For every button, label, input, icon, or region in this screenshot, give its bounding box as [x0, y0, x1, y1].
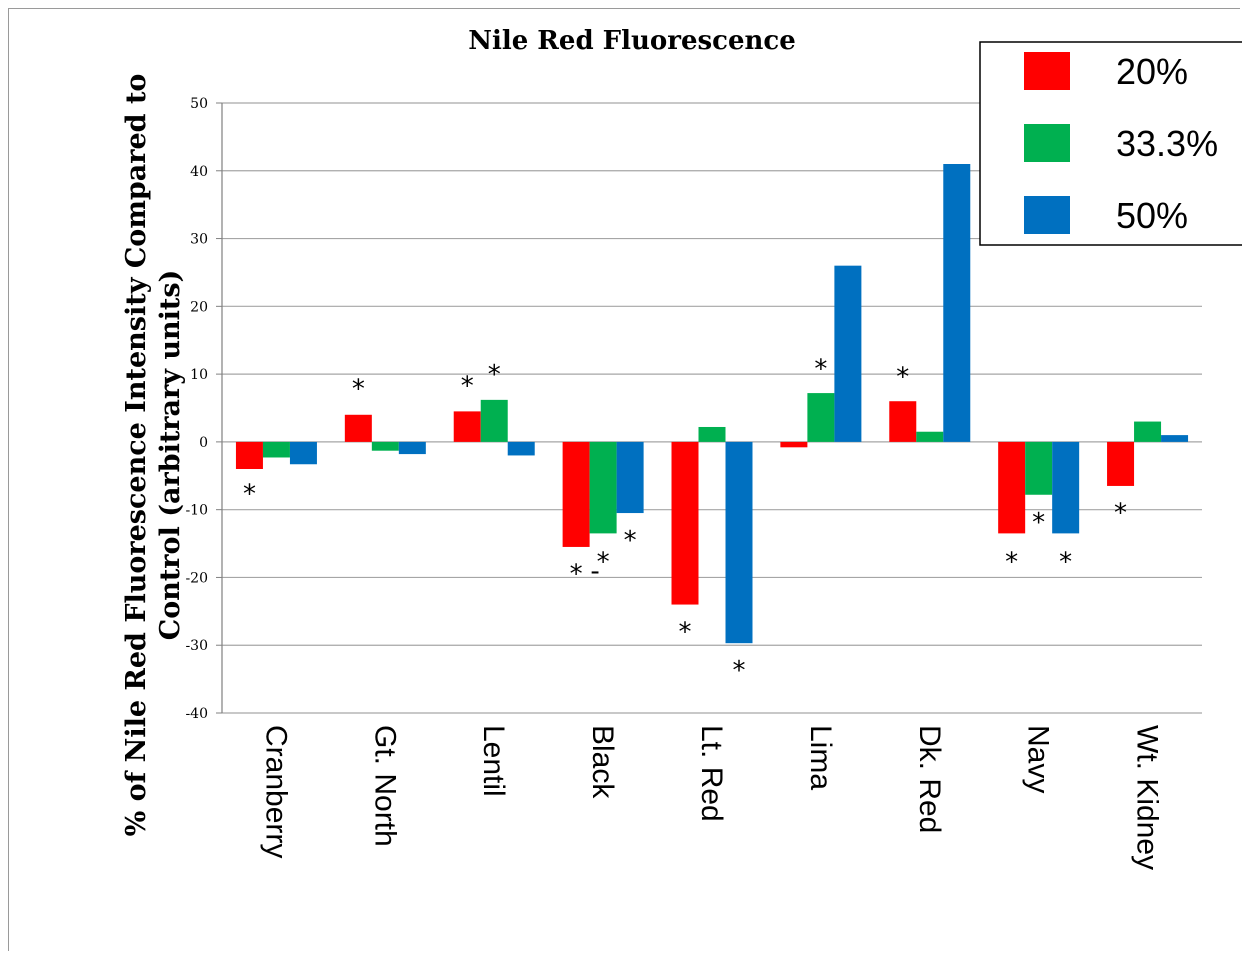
significance-marker: *	[1032, 508, 1045, 538]
y-axis-label-line1: % of Nile Red Fluorescence Intensity Com…	[121, 74, 152, 837]
legend-label: 20%	[1116, 51, 1188, 92]
bar-dk-red-2	[943, 164, 971, 442]
bar-cranberry-2	[289, 441, 317, 465]
y-tick-label: 50	[190, 96, 208, 112]
category-label: Gt. North	[368, 725, 401, 847]
bar-wt-kidney-0	[1107, 441, 1135, 486]
significance-marker: *	[597, 548, 610, 578]
significance-marker: *	[896, 362, 909, 392]
legend: 20% 33.3% 50%	[979, 41, 1242, 246]
significance-marker: -	[590, 556, 599, 586]
bar-navy-0	[998, 441, 1026, 534]
legend-label: 33.3%	[1116, 123, 1218, 164]
significance-marker: *	[488, 360, 501, 390]
significance-marker: *	[1059, 548, 1072, 578]
bars	[235, 164, 1189, 644]
significance-marker: *	[1005, 548, 1018, 578]
y-tick-label: 40	[190, 164, 208, 180]
bar-lentil-0	[453, 411, 481, 442]
bar-lt-red-1	[698, 426, 726, 442]
y-axis-label-line2: Control (arbitrary units)	[155, 270, 186, 641]
bar-lt-red-2	[725, 441, 753, 644]
bar-gt-north-1	[371, 441, 399, 451]
bar-dk-red-1	[916, 431, 944, 442]
bar-wt-kidney-2	[1161, 435, 1189, 442]
significance-marker: *	[814, 354, 827, 384]
bar-lentil-2	[507, 441, 535, 456]
bar-lima-1	[807, 393, 835, 442]
bar-gt-north-0	[344, 414, 372, 442]
legend-swatch	[1024, 124, 1070, 162]
category-label: Wt. Kidney	[1131, 725, 1164, 870]
bar-black-0	[562, 441, 590, 547]
significance-markers: ** * ** -***** *****	[243, 354, 1127, 686]
category-label: Cranberry	[259, 725, 292, 858]
category-labels: Cranberry Gt. North Lentil Black Lt. Red Lima…	[259, 725, 1163, 870]
bar-lima-0	[780, 441, 808, 448]
bar-navy-2	[1052, 441, 1080, 534]
significance-marker: *	[624, 526, 637, 556]
y-tick-label: 10	[190, 367, 208, 383]
legend-swatch	[1024, 196, 1070, 234]
y-tick-label: -30	[185, 638, 208, 654]
y-tick-label: -10	[185, 503, 208, 519]
category-label: Lima	[804, 725, 837, 790]
category-label: Dk. Red	[913, 725, 946, 833]
bar-navy-1	[1025, 441, 1053, 495]
bar-black-2	[616, 441, 644, 514]
legend-box	[979, 41, 1242, 246]
bar-lima-2	[834, 265, 862, 442]
significance-marker: *	[570, 560, 583, 590]
bar-lentil-1	[480, 399, 508, 442]
y-tick-labels: -40 -30 -20 -10 0 10 20 30 40 50	[185, 96, 208, 722]
significance-marker: *	[1114, 499, 1127, 529]
significance-marker: *	[243, 480, 256, 510]
y-tick-label: 30	[190, 232, 208, 248]
y-tick-label: 20	[190, 299, 208, 315]
significance-marker: *	[733, 656, 746, 686]
y-tick-label: -20	[185, 570, 208, 586]
bar-wt-kidney-1	[1134, 421, 1162, 442]
significance-marker: *	[679, 617, 692, 647]
category-label: Lentil	[477, 725, 510, 797]
significance-marker: *	[352, 375, 365, 405]
y-tick-label: 0	[199, 435, 208, 451]
bar-lt-red-0	[671, 441, 699, 605]
bar-gt-north-2	[398, 441, 426, 455]
legend-swatch	[1024, 52, 1070, 90]
category-label: Black	[586, 725, 619, 799]
category-label: Lt. Red	[695, 725, 728, 822]
bar-cranberry-0	[235, 441, 263, 469]
category-label: Navy	[1022, 725, 1055, 793]
bar-dk-red-0	[889, 401, 917, 442]
y-tick-label: -40	[185, 706, 208, 722]
legend-label: 50%	[1116, 195, 1188, 236]
chart-title: Nile Red Fluorescence	[468, 26, 796, 56]
bar-cranberry-1	[262, 441, 290, 458]
figure-frame	[8, 8, 1240, 951]
significance-marker: *	[461, 371, 474, 401]
bar-black-1	[589, 441, 617, 534]
